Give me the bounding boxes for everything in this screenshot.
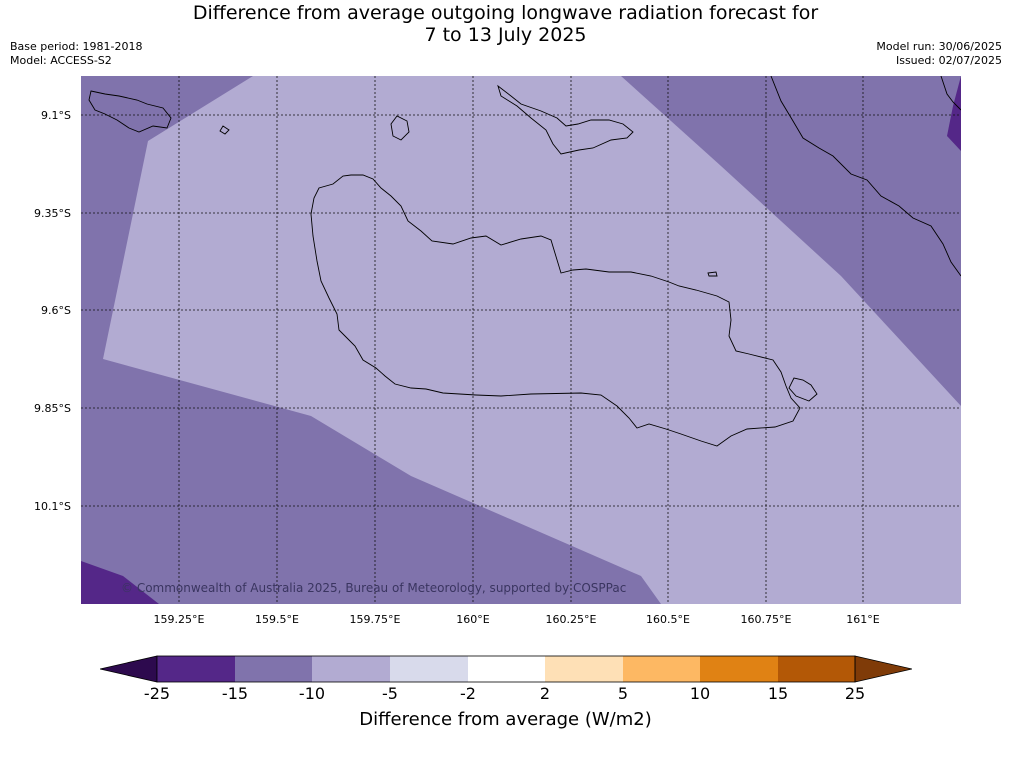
lon-label-6: 160.5°E [646, 613, 690, 626]
colorbar-bin-4 [390, 656, 468, 682]
copyright-notice: © Commonwealth of Australia 2025, Bureau… [121, 581, 626, 595]
colorbar-extend-high [854, 655, 913, 683]
coastlines [88, 76, 961, 447]
lat-label-4: 9.85°S [34, 402, 71, 415]
colorbar-bin-5 [468, 656, 545, 682]
colorbar-tick-4: -5 [382, 684, 398, 703]
map-title: Difference from average outgoing longwav… [0, 2, 1011, 46]
lat-label-1: 9.1°S [41, 109, 71, 122]
lon-label-3: 159.75°E [349, 613, 401, 626]
colorbar [99, 655, 913, 683]
colorbar-bin-1 [157, 656, 235, 682]
map-panel: © Commonwealth of Australia 2025, Bureau… [81, 76, 961, 604]
coastline-islet-west [219, 125, 230, 135]
anomaly-region-corner-ne [947, 76, 961, 151]
coastline-islet-east [707, 271, 718, 277]
colorbar-tick-8: 10 [689, 684, 711, 703]
colorbar-bin-6 [545, 656, 623, 682]
coastline-russell-islands [88, 90, 172, 133]
model-run: Model run: 30/06/2025 [876, 40, 1002, 53]
colorbar-tick-3: -10 [298, 684, 326, 703]
colorbar-bin-9 [778, 656, 855, 682]
lon-label-1: 159.25°E [153, 613, 205, 626]
lon-label-4: 160°E [456, 613, 490, 626]
colorbar-bin-2 [235, 656, 312, 682]
meta-left: Base period: 1981-2018 Model: ACCESS-S2 [10, 40, 142, 68]
lat-label-5: 10.1°S [34, 500, 71, 513]
lon-label-5: 160.25°E [545, 613, 597, 626]
colorbar-title: Difference from average (W/m2) [359, 709, 652, 730]
lon-label-8: 161°E [846, 613, 880, 626]
colorbar-bin-3 [312, 656, 390, 682]
colorbar-tick-6: 2 [539, 684, 551, 703]
meta-right: Model run: 30/06/2025 Issued: 02/07/2025 [876, 40, 1002, 68]
lat-label-3: 9.6°S [41, 304, 71, 317]
map-svg: © Commonwealth of Australia 2025, Bureau… [81, 76, 961, 604]
title-line-2: 7 to 13 July 2025 [424, 24, 587, 46]
graticule [81, 76, 961, 604]
colorbar-extend-low [99, 655, 158, 683]
colorbar-bin-7 [623, 656, 700, 682]
coastline-nggela-islands [497, 84, 634, 155]
coastline-guadalcanal [310, 174, 801, 447]
colorbar-bin-8 [700, 656, 778, 682]
colorbar-outline [156, 655, 856, 683]
model-name: Model: ACCESS-S2 [10, 54, 112, 67]
coastline-savo [390, 115, 410, 141]
coastline-malaita [770, 76, 961, 277]
colorbar-svg [99, 655, 913, 683]
colorbar-tick-10: 25 [844, 684, 866, 703]
coastline-malaita-north [940, 76, 961, 111]
anomaly-region-inner [103, 76, 961, 604]
colorbar-tick-7: 5 [617, 684, 629, 703]
colorbar-tick-9: 15 [767, 684, 789, 703]
lon-label-7: 160.75°E [740, 613, 792, 626]
anomaly-region-corner-sw [81, 561, 159, 604]
lat-label-2: 9.35°S [34, 207, 71, 220]
issued-date: Issued: 02/07/2025 [895, 54, 1002, 67]
lon-label-2: 159.5°E [255, 613, 299, 626]
base-period: Base period: 1981-2018 [10, 40, 143, 53]
colorbar-tick-2: -15 [221, 684, 249, 703]
colorbar-tick-1: -25 [143, 684, 171, 703]
colorbar-tick-5: -2 [460, 684, 476, 703]
coastline-guadalcanal-east-cape [788, 377, 818, 402]
title-line-1: Difference from average outgoing longwav… [192, 2, 819, 24]
